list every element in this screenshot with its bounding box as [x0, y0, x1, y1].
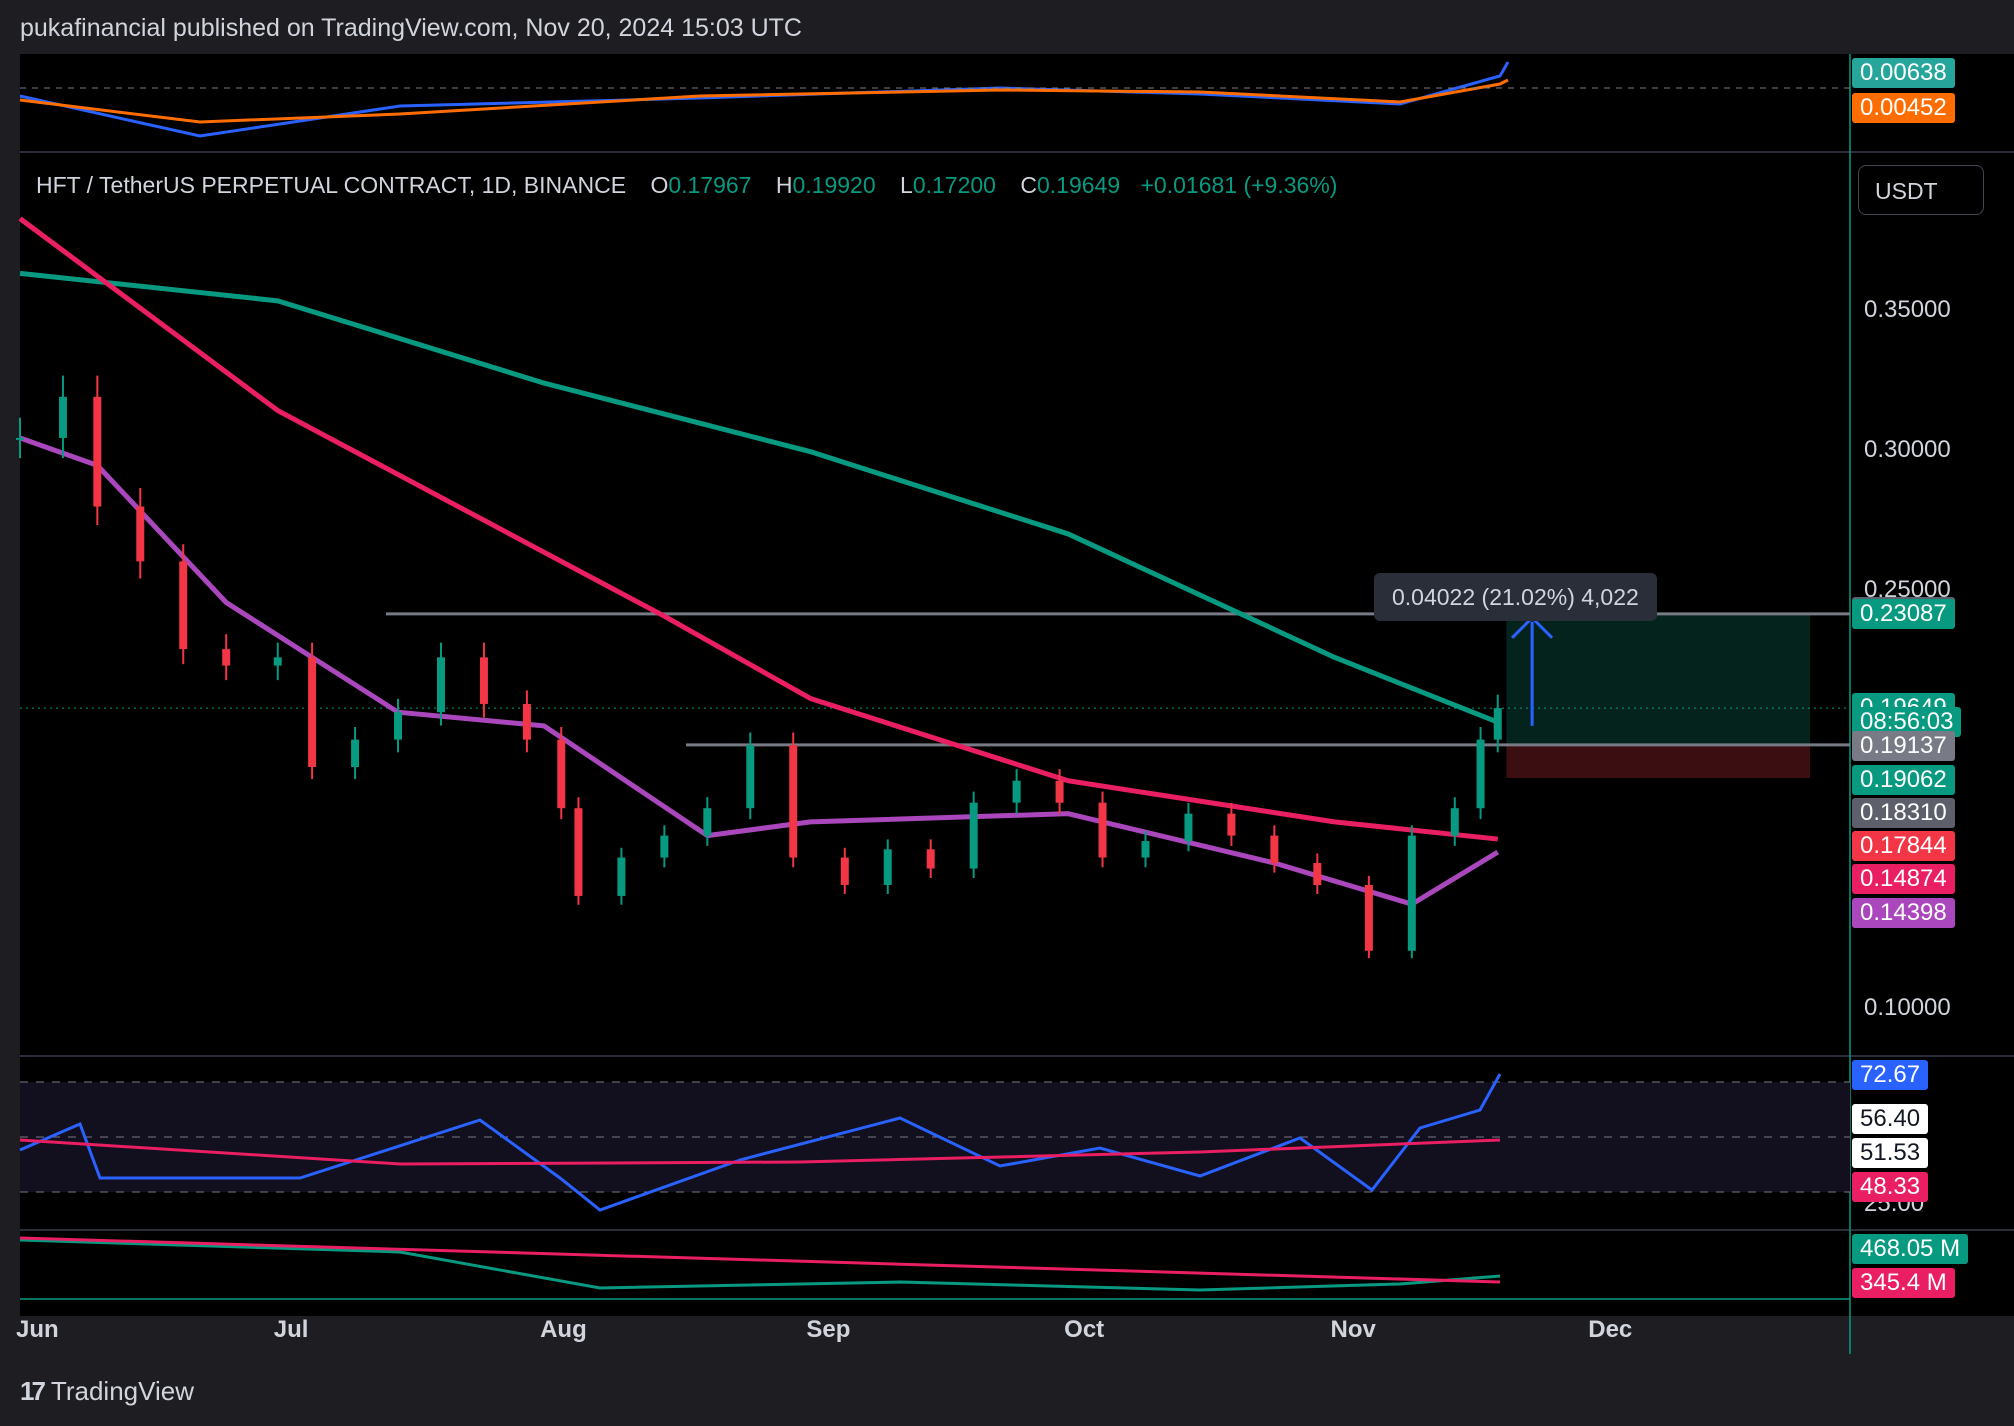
moving-average-line	[18, 216, 1499, 842]
rsi-tag: 51.53	[1852, 1138, 1929, 1168]
tradingview-logo-icon: 17	[20, 1376, 46, 1406]
volume-ma-line	[19, 1236, 1501, 1284]
candle-body	[1012, 780, 1021, 803]
time-tick: Jun	[16, 1316, 59, 1343]
open-label: O	[650, 172, 669, 198]
volume-tag: 468.05 M	[1852, 1234, 1969, 1264]
candle-body	[16, 437, 24, 440]
candle-body	[93, 396, 102, 507]
candle-body	[1476, 739, 1485, 809]
candle-body	[436, 657, 445, 713]
candle-body	[179, 561, 188, 650]
candle-body	[479, 657, 488, 704]
rsi-line	[19, 1073, 1502, 1212]
candle-body	[926, 849, 935, 869]
long-position-target-zone	[1506, 613, 1810, 745]
close-label: C	[1020, 172, 1037, 198]
volume-tag: 345.4 M	[1852, 1268, 1955, 1298]
macd-tag: 0.00452	[1852, 93, 1955, 123]
price-tick: 0.35000	[1864, 296, 1951, 323]
candle-body	[222, 649, 231, 666]
candle-body	[1313, 863, 1322, 885]
volume-line	[19, 1238, 1501, 1292]
moving-average-line	[19, 270, 1499, 725]
candle-body	[136, 506, 145, 562]
price-tag: 0.23087	[1852, 598, 1955, 629]
candle-body	[660, 835, 669, 858]
symbol-name: HFT / TetherUS PERPETUAL CONTRACT, 1D, B…	[36, 172, 627, 198]
time-tick: Dec	[1588, 1316, 1633, 1343]
price-tag: 0.19062	[1852, 764, 1955, 795]
rsi-tag: 72.67	[1852, 1060, 1929, 1090]
candle-body	[746, 745, 755, 809]
close-value: 0.19649	[1036, 172, 1121, 198]
candle-body	[351, 739, 360, 768]
candle-body	[1364, 884, 1373, 951]
open-value: 0.17967	[668, 172, 752, 198]
time-tick: Sep	[806, 1316, 851, 1343]
low-label: L	[900, 172, 913, 198]
candle-body	[1184, 813, 1193, 842]
price-tag: 0.14398	[1852, 897, 1955, 928]
publisher-line: pukafinancial published on TradingView.c…	[20, 14, 802, 42]
macd-signal-line	[19, 78, 1509, 124]
candle-body	[557, 739, 566, 809]
candle-body	[1450, 808, 1459, 836]
macd-line	[19, 61, 1510, 138]
candle-body	[273, 657, 282, 666]
symbol-legend: HFT / TetherUS PERPETUAL CONTRACT, 1D, B…	[36, 172, 1337, 199]
candle-body	[1407, 835, 1416, 951]
candle-body	[522, 703, 531, 740]
time-tick: Aug	[540, 1316, 587, 1343]
price-tag: 0.14874	[1852, 864, 1955, 895]
candle-body	[789, 745, 798, 858]
time-tick: Jul	[273, 1316, 309, 1343]
candle-body	[574, 808, 583, 896]
price-tick: 0.10000	[1864, 994, 1951, 1021]
candle-body	[1098, 802, 1107, 858]
rsi-tag: 56.40	[1852, 1104, 1929, 1134]
candle-body	[617, 857, 626, 896]
candle-body	[1141, 841, 1150, 858]
price-tick: 0.30000	[1864, 436, 1951, 463]
candle-body	[1493, 708, 1502, 740]
time-tick: Oct	[1064, 1316, 1105, 1343]
candle-body	[969, 802, 978, 869]
low-value: 0.17200	[912, 172, 996, 198]
long-position-stop-zone	[1506, 744, 1810, 779]
rsi-tag: 48.33	[1852, 1172, 1929, 1202]
price-tag: 0.18310	[1852, 798, 1955, 829]
candle-body	[58, 396, 67, 438]
currency-unit-button[interactable]: USDT	[1858, 165, 1984, 215]
candle-body	[703, 808, 712, 836]
candle-body	[1227, 813, 1236, 836]
candle-body	[840, 857, 849, 885]
high-value: 0.19920	[792, 172, 876, 198]
candle-body	[883, 849, 892, 885]
brand-name: TradingView	[50, 1376, 194, 1406]
price-tag: 0.17844	[1852, 831, 1955, 862]
macd-tag: 0.00638	[1852, 58, 1955, 88]
candle-body	[394, 712, 403, 740]
change-value: +0.01681 (+9.36%)	[1140, 172, 1338, 198]
candle-body	[1270, 835, 1279, 864]
tradingview-logo: 17 TradingView	[20, 1376, 194, 1407]
high-label: H	[775, 172, 793, 198]
time-tick: Nov	[1330, 1316, 1376, 1343]
candle-body	[308, 657, 317, 768]
price-tag: 0.19137	[1852, 731, 1955, 762]
rsi-ma-line	[19, 1138, 1501, 1166]
candle-body	[1055, 780, 1064, 803]
measure-label: 0.04022 (21.02%) 4,022	[1374, 573, 1657, 621]
